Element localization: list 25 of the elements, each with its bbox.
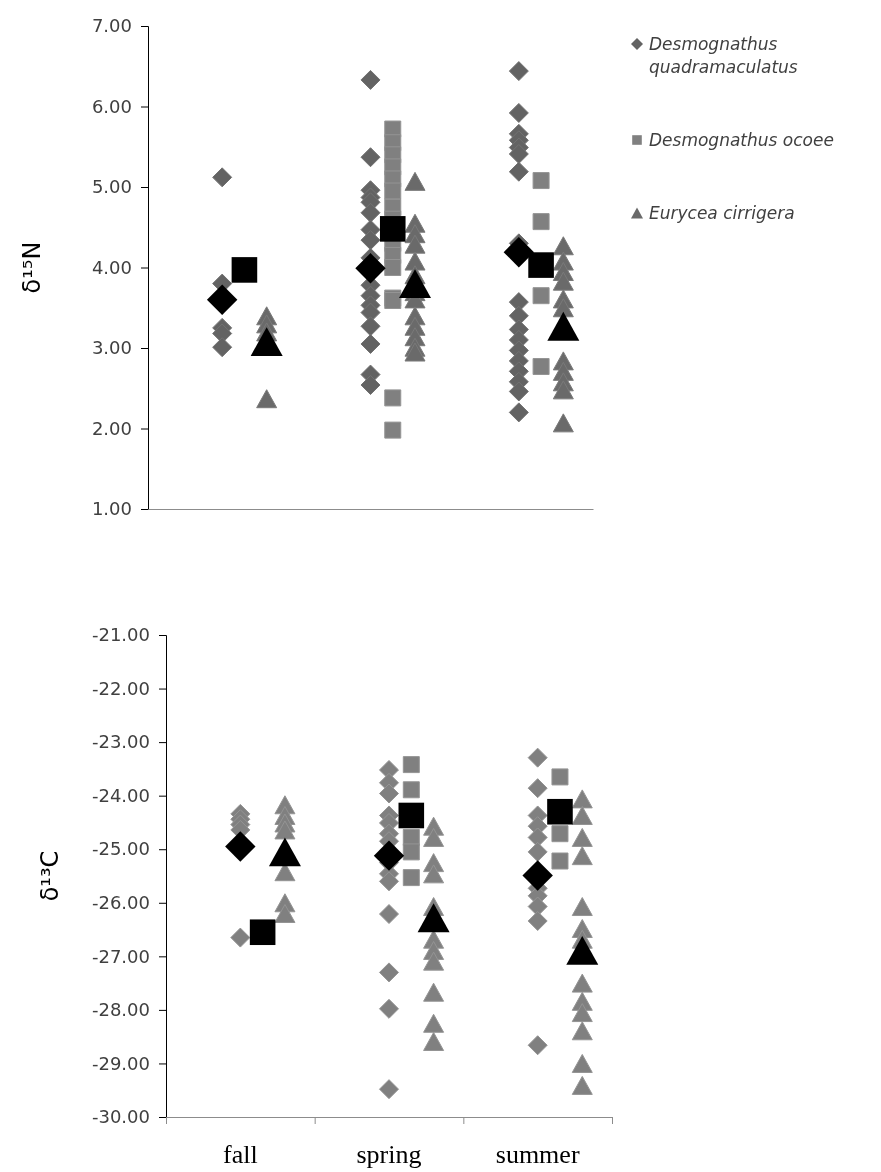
y-tick-label: -22.00: [91, 677, 150, 699]
x-tick-label: fall: [223, 1140, 258, 1169]
y-tick-label: -25.00: [91, 838, 150, 860]
y-axis-title: δ¹³C: [36, 850, 64, 902]
x-tick-label: spring: [356, 1140, 422, 1169]
y-axis-title: δ¹⁵N: [18, 241, 46, 294]
y-tick-label: -28.00: [91, 999, 150, 1021]
y-tick-label: 2.00: [91, 417, 132, 439]
legend-label: Eurycea cirrigera: [649, 203, 795, 223]
y-tick-label: -26.00: [91, 892, 150, 914]
y-tick-label: -24.00: [91, 784, 150, 806]
x-tick-label: summer: [495, 1140, 580, 1169]
y-tick-label: 7.00: [91, 15, 132, 37]
y-tick-label: -27.00: [91, 945, 150, 967]
y-tick-label: 1.00: [91, 498, 132, 520]
legend-label: Desmognathus ocoee: [649, 130, 834, 150]
y-tick-label: 5.00: [91, 176, 132, 198]
y-tick-label: 6.00: [91, 95, 132, 117]
y-tick-label: 3.00: [91, 337, 132, 359]
legend-label: Desmognathus quadramaculatus: [649, 34, 798, 77]
y-tick-label: -30.00: [91, 1106, 150, 1128]
y-tick-label: -29.00: [91, 1052, 150, 1074]
y-tick-label: -23.00: [91, 731, 150, 753]
y-tick-label: -21.00: [91, 624, 150, 646]
y-tick-label: 4.00: [91, 256, 132, 278]
